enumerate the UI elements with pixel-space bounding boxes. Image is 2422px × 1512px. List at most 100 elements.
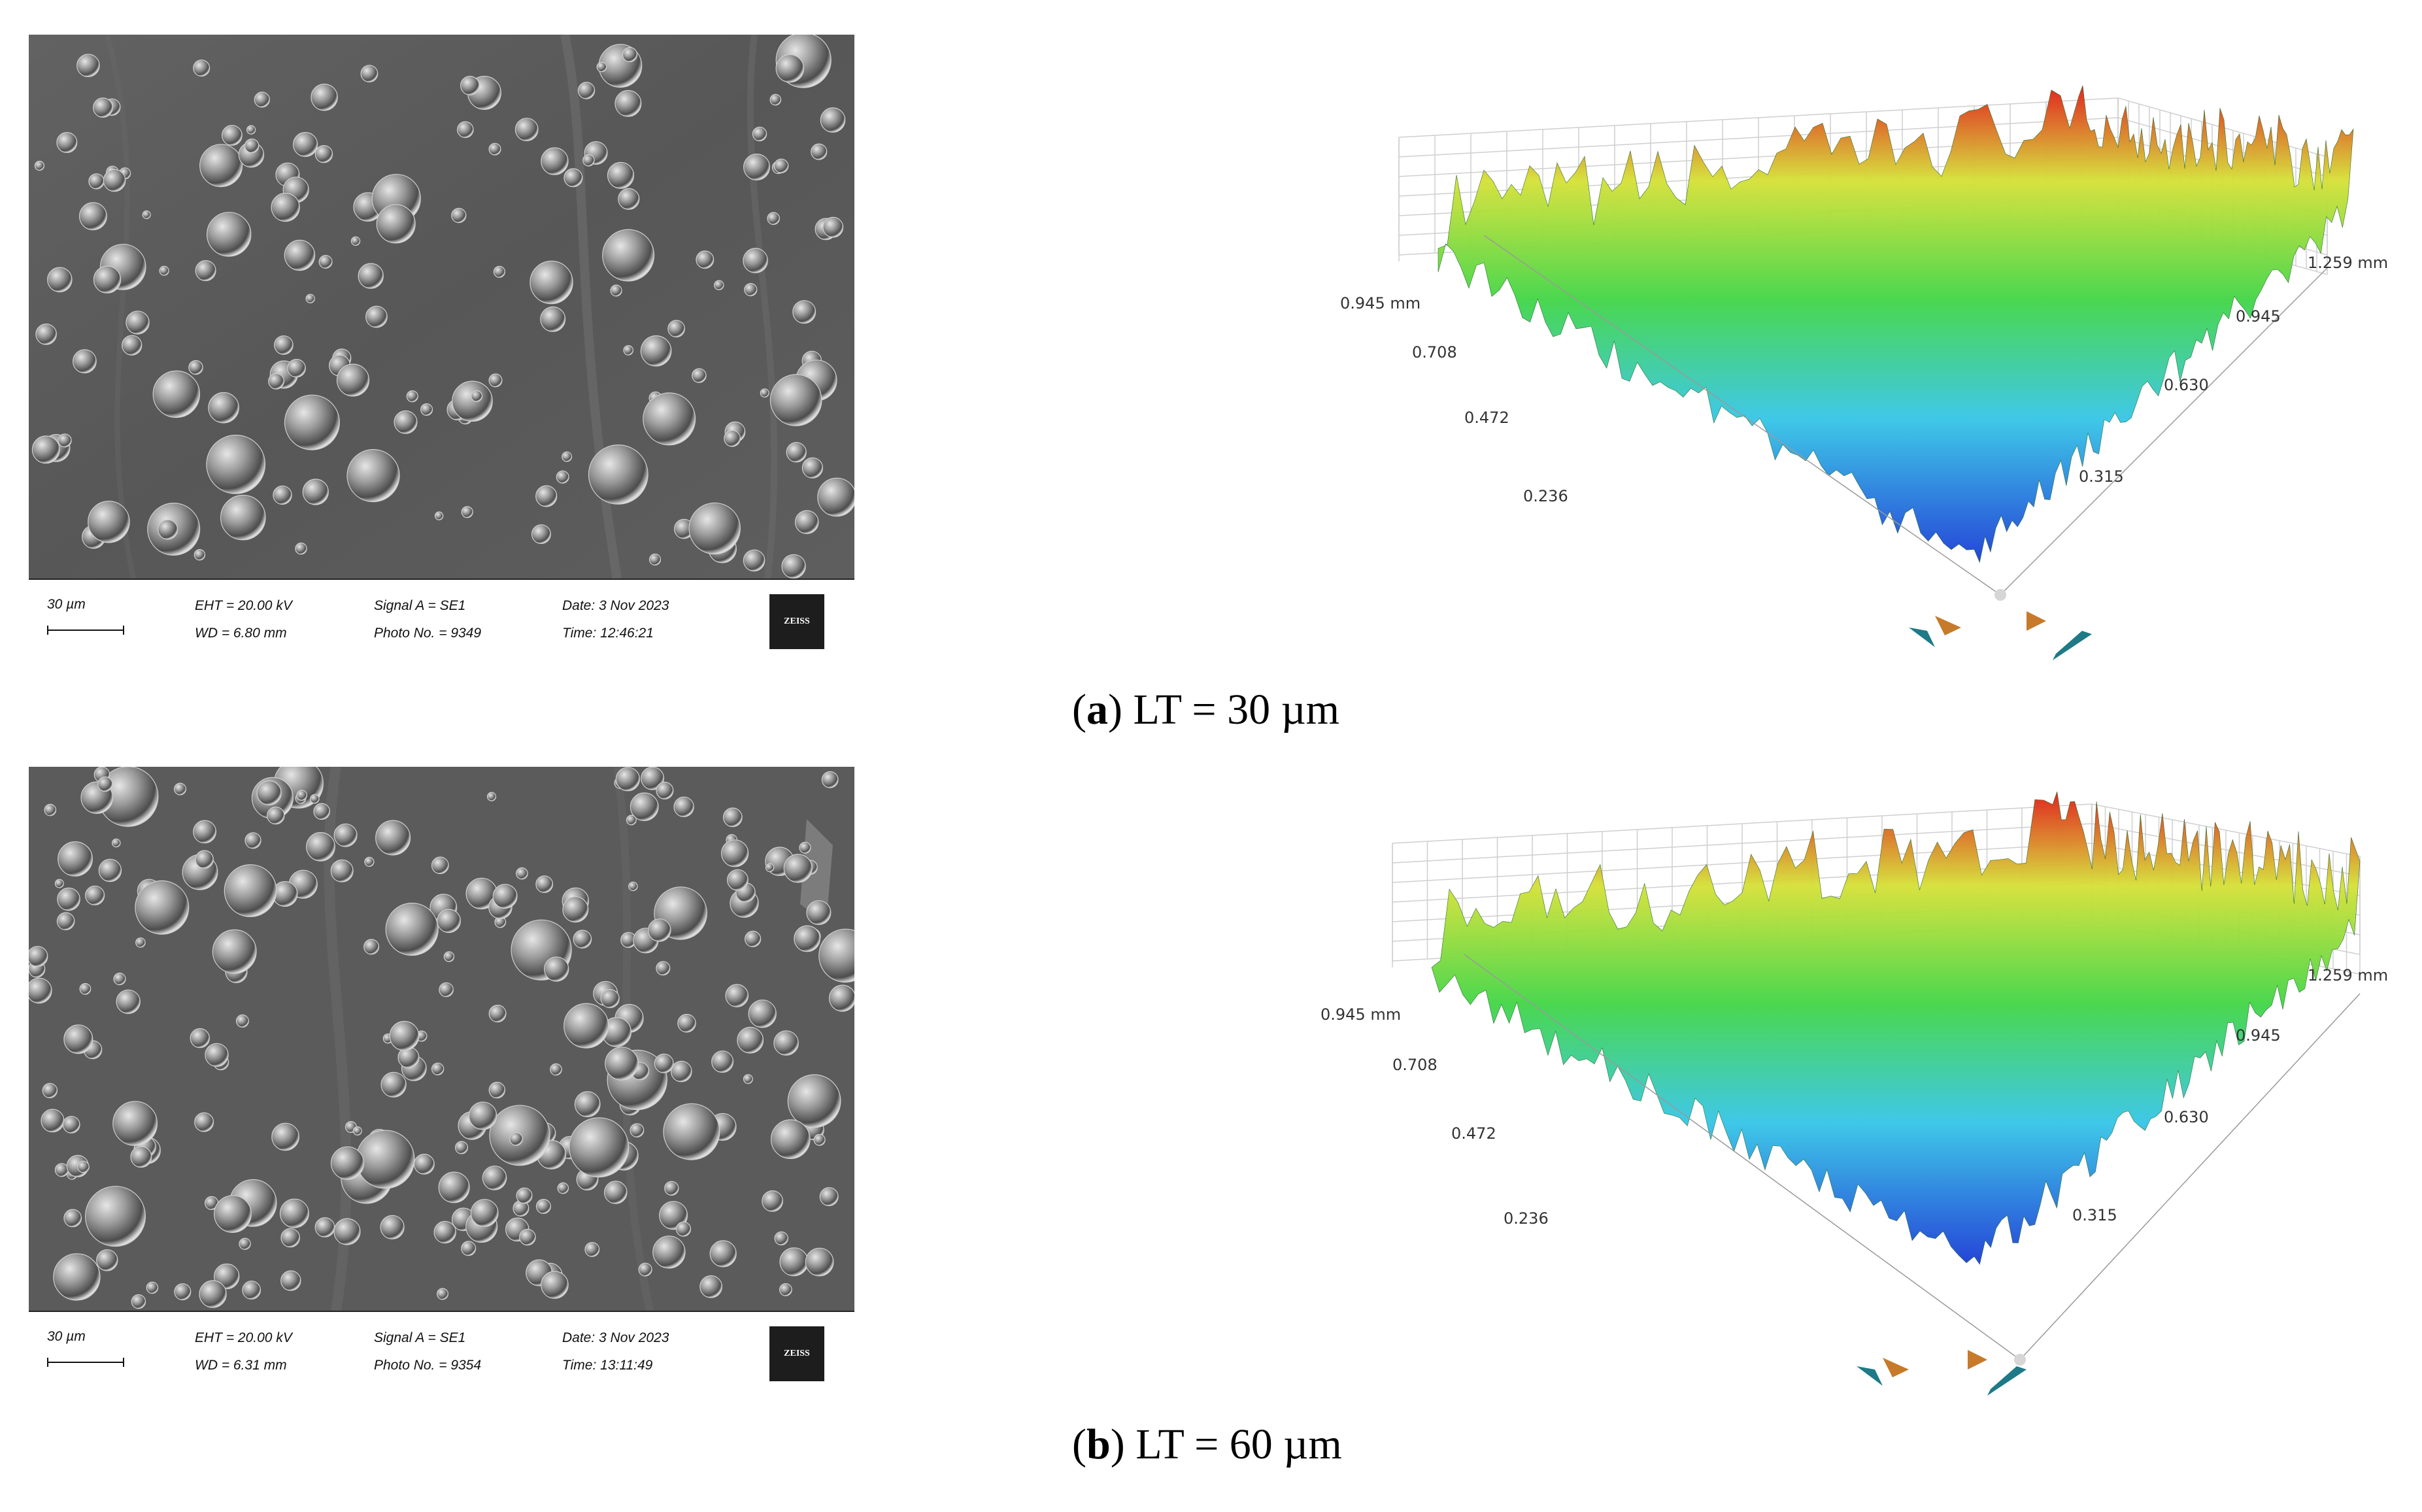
powder-particle <box>781 554 806 579</box>
powder-particle <box>76 54 100 78</box>
powder-particle <box>58 841 93 877</box>
powder-particle <box>488 373 503 388</box>
powder-particle <box>769 93 782 106</box>
powder-particle <box>603 1181 628 1204</box>
x-tick-2: 0.630 <box>2164 376 2209 394</box>
powder-particle <box>112 1101 158 1146</box>
powder-particle <box>618 188 640 210</box>
powder-particle <box>375 820 411 856</box>
powder-particle <box>394 410 418 434</box>
powder-particle <box>584 1242 600 1257</box>
powder-particle <box>535 1198 551 1214</box>
powder-particle <box>314 1217 335 1237</box>
powder-particle <box>35 323 57 345</box>
surface-3d-a <box>1398 85 2354 660</box>
powder-particle <box>195 850 214 869</box>
powder-particle <box>306 832 335 862</box>
powder-particle <box>242 1281 261 1300</box>
y-tick-1: 0.708 <box>1412 343 1457 361</box>
powder-particle <box>456 121 474 139</box>
powder-particle <box>535 875 554 894</box>
powder-particle <box>293 131 318 158</box>
powder-particle <box>787 1074 841 1128</box>
powder-particle <box>714 280 724 290</box>
powder-particle <box>544 956 569 982</box>
powder-particle <box>454 1141 468 1154</box>
powder-particle <box>519 1228 536 1246</box>
powder-particle <box>98 858 122 882</box>
powder-particle <box>350 236 361 246</box>
powder-particle <box>563 1003 609 1049</box>
powder-particle <box>799 841 811 854</box>
powder-particle <box>461 506 473 518</box>
photo-number: Photo No. = 9349 <box>374 626 482 641</box>
x-tick-0: 1.259 mm <box>2308 966 2389 984</box>
powder-particle <box>783 854 813 883</box>
powder-particle <box>773 158 789 173</box>
powder-particle <box>135 937 146 948</box>
powder-particle <box>656 781 674 799</box>
powder-particle <box>726 869 748 891</box>
powder-particle <box>44 803 57 816</box>
powder-particle <box>673 796 694 817</box>
powder-particle <box>722 807 743 828</box>
powder-particle <box>352 1126 362 1135</box>
powder-particle <box>62 1116 80 1134</box>
powder-particle <box>302 479 329 505</box>
powder-particle <box>541 147 569 175</box>
powder-particle <box>267 806 285 825</box>
powder-particle <box>406 390 418 403</box>
powder-particle <box>130 1146 152 1168</box>
sem-databar-a: 30 µm EHT = 20.00 kV WD = 6.80 mm Signal… <box>29 579 854 656</box>
signal-value: Signal A = SE1 <box>374 598 466 613</box>
powder-particle <box>607 161 635 189</box>
powder-particle <box>677 1013 696 1033</box>
powder-particle <box>667 320 685 338</box>
powder-particle <box>743 154 770 181</box>
powder-particle <box>295 543 307 555</box>
powder-particle <box>146 1281 159 1294</box>
powder-particle <box>311 84 338 111</box>
powder-particle <box>692 368 707 383</box>
powder-particle <box>767 212 780 225</box>
powder-particles-b <box>29 767 854 1309</box>
powder-particle <box>113 972 126 986</box>
powder-particle <box>56 132 78 154</box>
powder-particle <box>159 265 169 276</box>
y-tick-3: 0.236 <box>1523 487 1568 505</box>
powder-particle <box>279 1198 309 1228</box>
powder-particle <box>57 887 80 911</box>
powder-particle <box>46 267 73 293</box>
sem-micrograph-b <box>29 767 854 1311</box>
powder-particle <box>97 776 113 792</box>
surface-plot-a: 0.945 mm 0.708 0.472 0.236 1.259 mm 0.94… <box>1334 52 2412 693</box>
powder-particle <box>103 169 126 192</box>
powder-particle <box>488 143 501 156</box>
powder-particle <box>626 815 637 826</box>
scale-bar <box>47 626 124 635</box>
powder-particle <box>73 349 97 374</box>
powder-particle <box>656 961 671 976</box>
powder-particle <box>92 97 113 118</box>
x-tick-0: 1.259 mm <box>2308 254 2389 272</box>
sem-databar-b: 30 µm EHT = 20.00 kV WD = 6.31 mm Signal… <box>29 1311 854 1388</box>
powder-particle <box>516 867 528 880</box>
powder-particle <box>214 1195 252 1233</box>
powder-particle <box>492 884 518 909</box>
powder-particle <box>675 1221 692 1237</box>
powder-particle <box>573 930 592 949</box>
powder-particle <box>563 168 583 188</box>
powder-particle <box>29 977 52 1004</box>
powder-particle <box>380 1071 407 1098</box>
y-tick-1: 0.708 <box>1392 1056 1438 1074</box>
powder-particle <box>246 125 256 135</box>
powder-particle <box>152 370 201 418</box>
powder-particle <box>468 1101 497 1130</box>
powder-particle <box>271 1122 300 1151</box>
powder-particle <box>313 803 330 820</box>
x-tick-1: 0.945 <box>2236 307 2281 326</box>
powder-particle <box>602 229 655 282</box>
powder-particle <box>174 782 187 796</box>
powder-particle <box>431 1062 445 1075</box>
powder-particle <box>296 790 307 801</box>
